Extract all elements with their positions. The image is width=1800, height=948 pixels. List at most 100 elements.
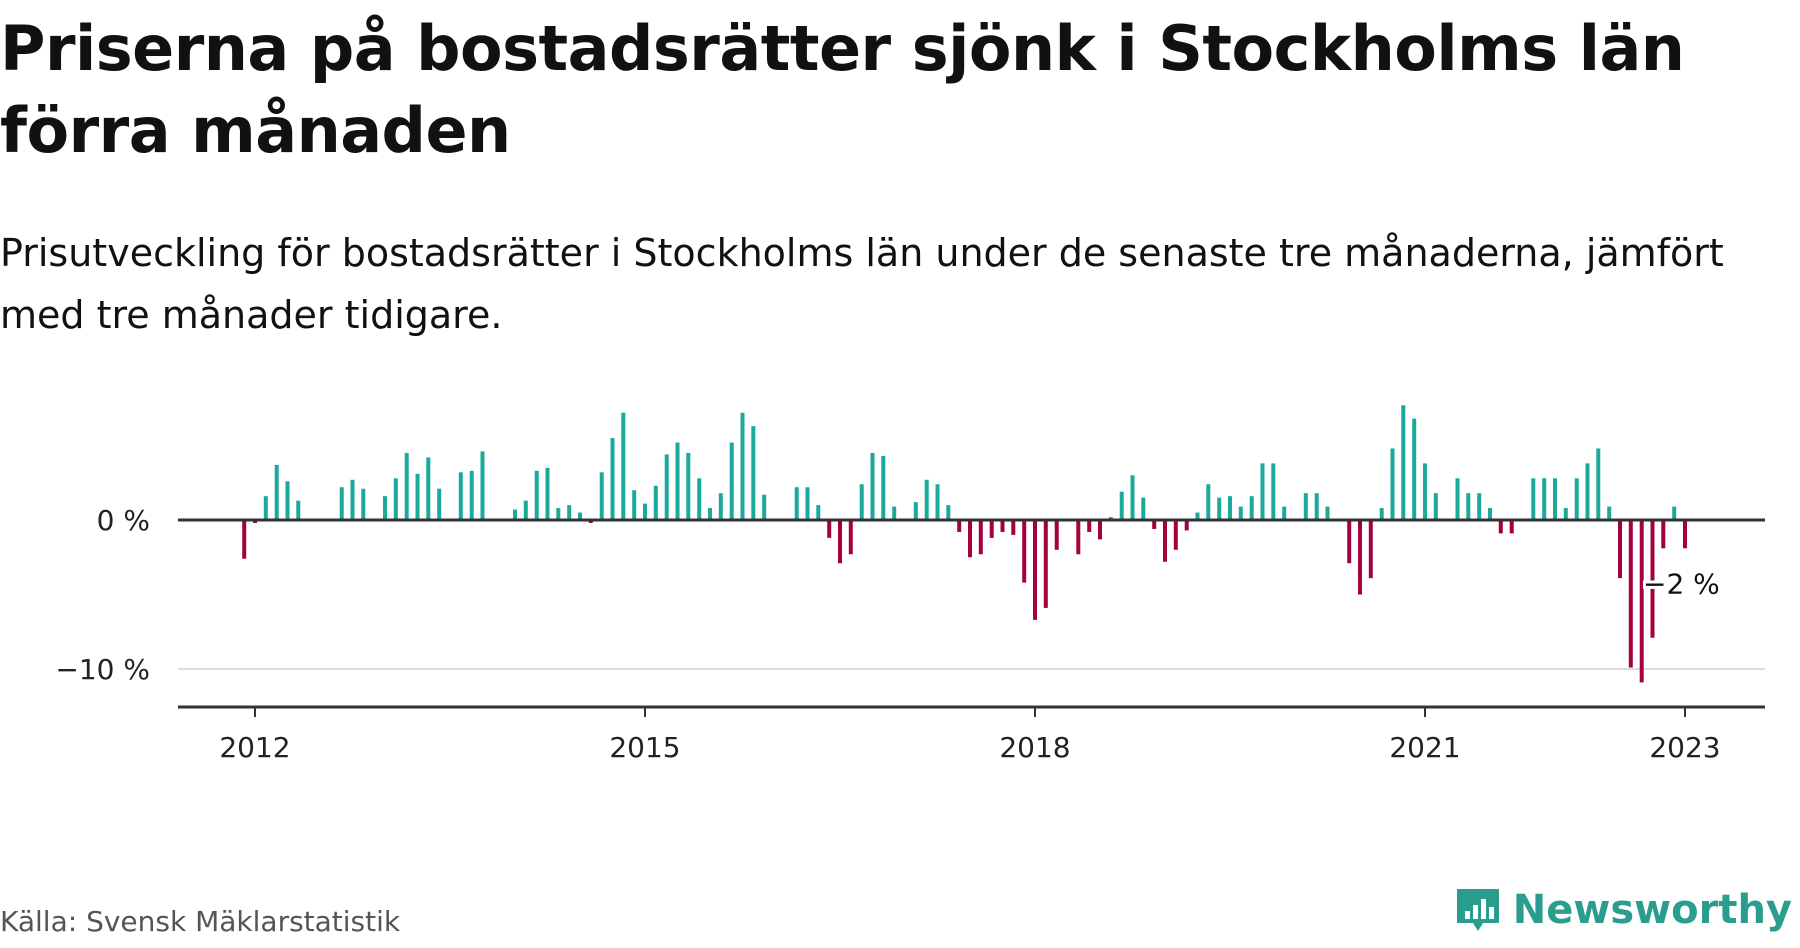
x-tick-label: 2023 (1649, 731, 1720, 764)
x-tick-label: 2015 (609, 731, 680, 764)
bar (1650, 520, 1655, 638)
bar (1011, 520, 1016, 535)
bar (1033, 520, 1037, 620)
bar (762, 494, 767, 520)
bar (1433, 493, 1438, 520)
bar (404, 452, 409, 520)
bar (1282, 506, 1287, 520)
bar (1119, 491, 1124, 520)
bar (686, 452, 691, 520)
brand-name: Newsworthy (1512, 887, 1792, 933)
bar (1358, 520, 1362, 595)
bar (523, 500, 528, 520)
bar (1498, 520, 1503, 534)
bar (1390, 448, 1395, 520)
bar (1195, 512, 1200, 520)
bar (415, 473, 420, 520)
bar (296, 500, 301, 520)
annotation-label: −2 % (1643, 567, 1720, 600)
bar (263, 496, 268, 520)
label-layer: 0 % −10 % 2012 2015 2018 2021 2023 −2 % (55, 504, 1722, 764)
bar (1347, 520, 1352, 564)
bar (339, 487, 344, 520)
bar (675, 442, 680, 520)
bar (1303, 493, 1308, 520)
bar (708, 508, 712, 520)
x-tick-label: 2021 (1389, 731, 1460, 764)
bar (437, 488, 442, 520)
bar (556, 508, 561, 520)
bar (1466, 493, 1471, 520)
bar (892, 506, 897, 520)
bar (480, 451, 485, 520)
bar (469, 470, 474, 520)
bar (1022, 520, 1027, 583)
bar (599, 472, 604, 520)
bar (1553, 478, 1557, 520)
bar (578, 512, 582, 520)
bars-layer (242, 405, 1687, 683)
newsworthy-logo-icon (1456, 889, 1499, 931)
bar (859, 484, 864, 520)
bar (1574, 478, 1579, 520)
bar (1228, 496, 1232, 520)
bar (1683, 520, 1687, 549)
bar (1141, 497, 1146, 520)
bar (1477, 493, 1482, 520)
bar (1152, 520, 1157, 529)
chart-title: Priserna på bostadsrätter sjönk i Stockh… (0, 12, 1685, 167)
bar (274, 464, 279, 520)
bar (924, 479, 929, 520)
y-tick-label: 0 % (97, 504, 150, 537)
bar (1542, 478, 1547, 520)
bar (848, 520, 853, 555)
bar (426, 457, 431, 520)
bar (458, 472, 463, 520)
bar-chart: 0 % −10 % 2012 2015 2018 2021 2023 −2 % (55, 405, 1765, 764)
bar (718, 493, 723, 520)
bar (1509, 520, 1514, 534)
bar (1173, 520, 1178, 550)
bar (1368, 520, 1373, 579)
x-tick-label: 2018 (999, 731, 1070, 764)
bar (1043, 520, 1048, 608)
bar (1455, 478, 1460, 520)
bar (1260, 463, 1265, 520)
bar (957, 520, 962, 532)
bar (1488, 508, 1492, 520)
bar (1087, 520, 1092, 532)
bar (643, 503, 647, 520)
bar (913, 502, 918, 520)
bar (978, 520, 983, 555)
bar (881, 455, 886, 520)
bar (1000, 520, 1005, 532)
bar (621, 412, 626, 520)
bar (393, 478, 398, 520)
brand-logo[interactable]: Newsworthy (1453, 885, 1792, 935)
bar (361, 488, 366, 520)
bar (1628, 520, 1633, 668)
bar (383, 496, 387, 520)
x-tick-label: 2012 (219, 731, 290, 764)
bar (1563, 508, 1568, 520)
bar (350, 479, 355, 520)
bar (285, 481, 290, 520)
bar (1184, 520, 1189, 531)
bar (545, 467, 550, 520)
bar (697, 478, 702, 520)
bar (653, 485, 658, 520)
bar (740, 412, 745, 520)
bar (827, 520, 832, 538)
bar (1249, 496, 1254, 520)
bar (1206, 484, 1211, 520)
bar (1412, 418, 1417, 520)
bar (1130, 475, 1135, 520)
bar (1325, 506, 1330, 520)
bar (1163, 520, 1167, 562)
bar (1076, 520, 1081, 555)
axis-layer (178, 518, 1765, 717)
bar (1672, 506, 1677, 520)
bar (1238, 506, 1243, 520)
bar (1217, 497, 1222, 520)
source-note: Källa: Svensk Mäklarstatistik (0, 905, 401, 938)
